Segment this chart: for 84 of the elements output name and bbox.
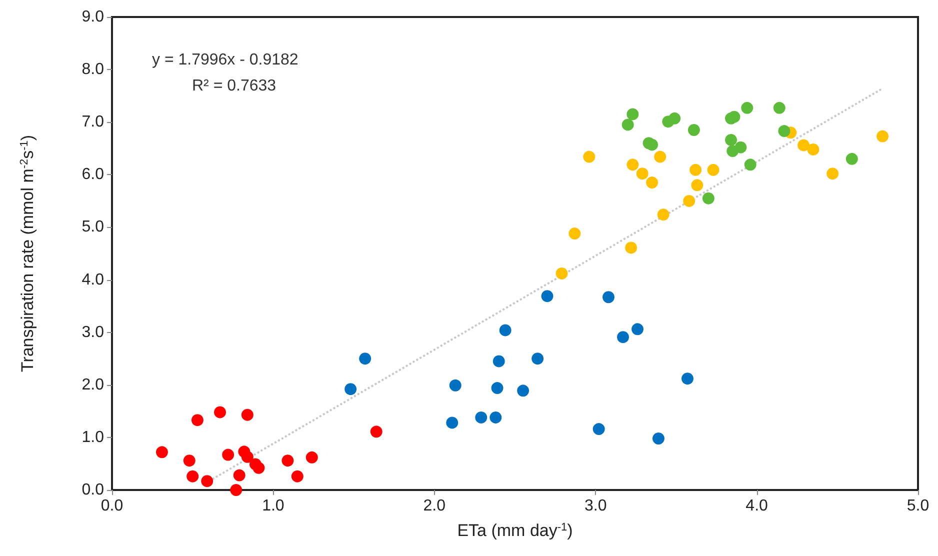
point (725, 134, 738, 146)
point (517, 384, 530, 397)
point (201, 475, 214, 488)
point (233, 469, 246, 482)
y-tick-label: 4.0 (82, 271, 104, 288)
annotation: y = 1.7996x - 0.9182 (152, 52, 298, 68)
point (654, 150, 666, 163)
y-tick-label: 5.0 (82, 218, 104, 236)
point (282, 454, 294, 467)
point (583, 150, 596, 163)
y-tick-label: 6.0 (82, 166, 104, 184)
point (230, 484, 242, 496)
point (636, 168, 648, 180)
point (449, 379, 462, 392)
point (632, 323, 644, 336)
point (690, 164, 702, 176)
point (602, 291, 614, 304)
point (222, 448, 234, 461)
point (826, 168, 839, 180)
annotation: R² = 0.7633 (192, 78, 276, 94)
point (646, 176, 658, 189)
point (532, 352, 544, 365)
point (241, 408, 254, 421)
point (252, 462, 265, 474)
y-tick-label: 8.0 (82, 61, 104, 78)
y-tick-label: 0.0 (82, 482, 104, 498)
point (446, 416, 458, 429)
y-tick-label: 2.0 (82, 376, 104, 394)
point (846, 152, 858, 165)
point (186, 470, 199, 482)
point (702, 192, 714, 204)
point (344, 383, 357, 396)
point (622, 118, 634, 131)
point (683, 194, 696, 207)
x-tick-label: 0.0 (100, 498, 124, 514)
point (625, 242, 638, 254)
point (191, 414, 204, 426)
point (359, 352, 372, 365)
point (626, 108, 639, 120)
point (707, 164, 720, 176)
point (291, 470, 304, 482)
x-tick-label: 3.0 (584, 498, 607, 514)
point (617, 331, 630, 344)
point (491, 382, 504, 394)
point (807, 143, 820, 156)
point (626, 158, 639, 171)
point (156, 446, 168, 458)
y-tick-label: 3.0 (82, 324, 104, 341)
x-tick-label: 5.0 (906, 498, 930, 514)
point (492, 355, 505, 368)
point (691, 179, 704, 192)
point (773, 102, 786, 114)
point (652, 432, 664, 444)
point (556, 267, 568, 280)
point (657, 208, 670, 221)
point (370, 426, 382, 438)
point (728, 110, 740, 123)
point (734, 141, 747, 154)
point (306, 451, 318, 464)
y-tick-label: 7.0 (82, 114, 104, 131)
y-tick-label: 9.0 (82, 8, 104, 26)
x-tick-label: 4.0 (746, 498, 768, 514)
point (241, 450, 254, 463)
point (798, 139, 810, 152)
x-tick-label: 1.0 (262, 498, 284, 514)
point (876, 130, 889, 142)
point (741, 102, 754, 114)
point (744, 158, 756, 171)
point (499, 324, 512, 336)
point (688, 124, 700, 136)
x-tick-label: 2.0 (423, 498, 446, 514)
point (568, 228, 581, 240)
point (592, 423, 605, 436)
point (475, 411, 488, 424)
y-tick-label: 1.0 (82, 428, 104, 446)
point (681, 372, 694, 385)
y-axis-title: Transpiration rate (mmol m-2s-1) (18, 134, 37, 372)
point (183, 454, 196, 467)
point (490, 411, 502, 424)
point (646, 138, 658, 151)
point (668, 112, 681, 124)
point (214, 406, 226, 418)
point (541, 290, 554, 302)
point (778, 125, 790, 138)
